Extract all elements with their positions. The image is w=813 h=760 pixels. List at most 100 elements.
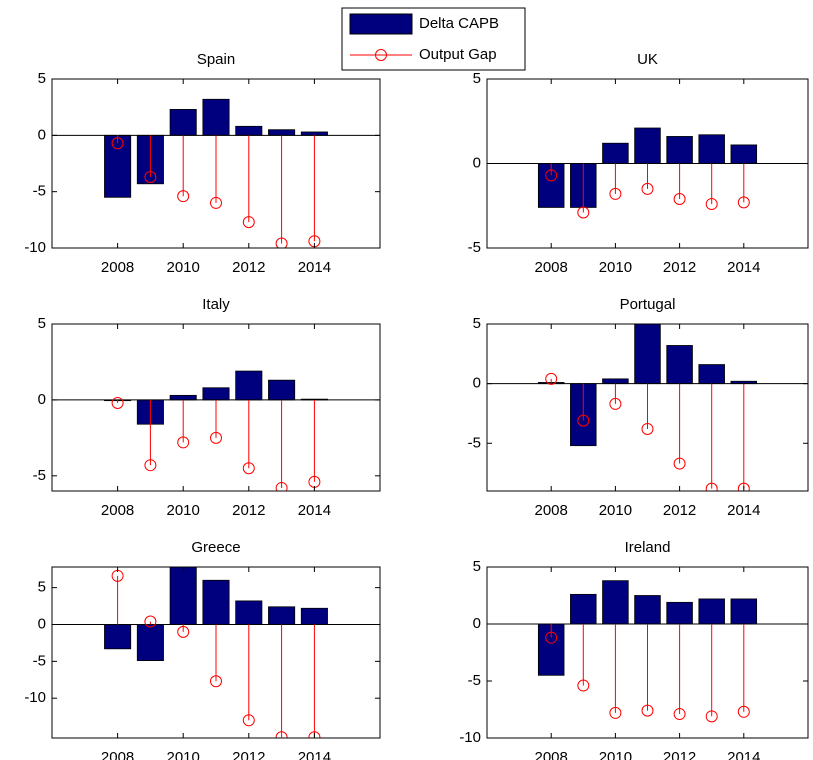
x-tick-label: 2008	[535, 259, 568, 276]
stem-marker	[144, 459, 157, 472]
stem-marker	[111, 396, 124, 409]
stem-marker	[545, 169, 558, 182]
x-tick-label: 2008	[535, 502, 568, 519]
stem-marker	[705, 710, 718, 723]
y-tick-label: -5	[33, 652, 46, 669]
y-tick-label: -5	[33, 467, 46, 484]
subplot: Italy -5 0 5 2008 2010 2012 2014	[33, 296, 381, 519]
bar	[136, 624, 164, 662]
y-tick-label: 5	[473, 70, 481, 87]
x-tick-label: 2014	[298, 259, 331, 276]
stem-marker	[641, 704, 654, 717]
stem-marker	[177, 625, 190, 638]
subplot: UK -5 0 5 2008 2010 2012 2014	[468, 51, 809, 276]
y-tick-label: 5	[38, 70, 46, 87]
bar	[730, 144, 758, 164]
bar	[634, 324, 661, 385]
x-tick-label: 2014	[727, 502, 760, 519]
x-tick-label: 2010	[167, 259, 200, 276]
stem-marker	[641, 182, 654, 195]
x-tick-label: 2010	[167, 749, 200, 760]
y-tick-label: -5	[468, 239, 481, 256]
y-tick-label: 5	[473, 558, 481, 575]
x-tick-label: 2014	[298, 502, 331, 519]
subplot-title: Italy	[202, 296, 230, 313]
stem-marker	[275, 481, 288, 491]
x-tick-label: 2010	[167, 502, 200, 519]
x-tick-label: 2010	[599, 502, 632, 519]
y-tick-label: -10	[24, 689, 46, 706]
stem-marker	[737, 196, 750, 209]
y-tick-label: 5	[473, 315, 481, 332]
legend: Delta CAPB Output Gap	[341, 7, 526, 71]
subplot-title: Portugal	[620, 296, 676, 313]
bar	[169, 567, 197, 625]
bar	[698, 598, 725, 625]
x-tick-label: 2012	[663, 502, 696, 519]
axes-box	[486, 566, 809, 739]
bar	[666, 345, 693, 385]
y-tick-label: 5	[38, 579, 46, 596]
subplot-title: UK	[637, 51, 658, 68]
x-tick-label: 2012	[232, 749, 265, 760]
y-tick-label: 0	[473, 375, 481, 392]
stem-marker	[737, 482, 750, 491]
stem-marker	[177, 436, 190, 449]
stem-marker	[609, 187, 622, 200]
bar	[235, 125, 263, 136]
stem-marker	[673, 457, 686, 470]
stem-marker	[242, 714, 255, 727]
x-tick-label: 2008	[535, 749, 568, 760]
bar	[300, 131, 328, 136]
plot-content	[487, 127, 808, 219]
bar	[634, 595, 661, 625]
bar	[169, 394, 197, 401]
bar	[268, 129, 296, 136]
bar	[602, 378, 629, 385]
subplot: Greece -10 -5 0 5 2008 2010 2012 2014	[24, 539, 381, 760]
stem-marker	[210, 431, 222, 444]
x-tick-label: 2012	[663, 749, 696, 760]
bar	[698, 134, 725, 164]
stem-marker	[673, 192, 686, 205]
stem-marker	[111, 137, 124, 150]
stem-marker	[577, 679, 590, 692]
legend-swatch	[349, 13, 413, 35]
stem-marker	[144, 171, 157, 184]
stem-marker	[673, 708, 686, 721]
stem-marker	[545, 372, 558, 385]
subplot-title: Ireland	[625, 539, 671, 556]
plot-content	[487, 580, 808, 723]
bar	[268, 606, 296, 625]
stem-marker	[609, 397, 622, 410]
bar	[235, 370, 263, 401]
x-tick-label: 2008	[101, 749, 134, 760]
x-tick-label: 2014	[727, 259, 760, 276]
y-tick-label: -5	[468, 434, 481, 451]
stem-marker	[144, 615, 157, 628]
bar	[730, 598, 758, 625]
plot-content	[487, 324, 808, 491]
bar	[202, 387, 230, 401]
subplot: Portugal -5 0 5 2008 2010 2012 2014	[468, 296, 809, 519]
stem-marker	[308, 731, 321, 738]
bar	[268, 379, 296, 401]
y-tick-label: 0	[38, 615, 46, 632]
x-tick-label: 2008	[101, 259, 134, 276]
y-tick-label: 0	[473, 615, 481, 632]
y-tick-label: 0	[38, 126, 46, 143]
bar	[666, 136, 693, 164]
stem-marker	[609, 706, 622, 719]
x-tick-label: 2014	[727, 749, 760, 760]
stem-marker	[577, 414, 590, 427]
y-tick-label: -10	[24, 239, 46, 256]
bar	[698, 364, 725, 385]
y-tick-label: 5	[38, 315, 46, 332]
y-tick-label: -5	[468, 672, 481, 689]
stem-marker	[242, 462, 255, 475]
bar	[602, 580, 629, 625]
x-tick-label: 2010	[599, 749, 632, 760]
bar	[300, 607, 328, 625]
bar	[104, 134, 132, 198]
